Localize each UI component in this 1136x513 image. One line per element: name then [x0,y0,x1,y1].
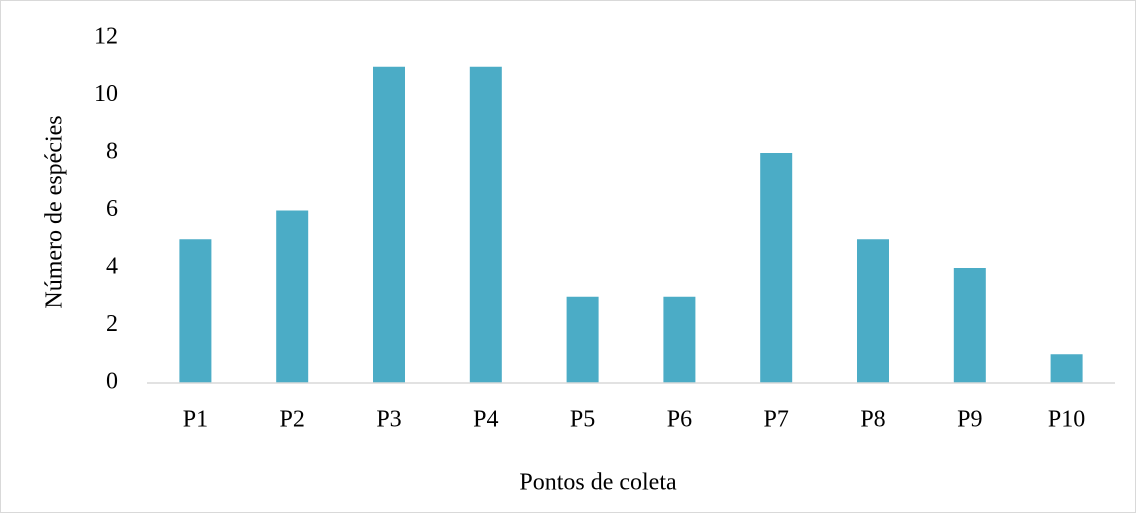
x-tick-label: P9 [957,407,982,433]
y-tick-label: 6 [106,196,118,222]
x-axis-label: Pontos de coleta [519,470,677,496]
x-tick-label: P10 [1048,407,1085,433]
bar [276,210,309,383]
bar [373,66,405,383]
x-tick-label: P6 [667,407,692,433]
x-tick-label: P1 [183,407,208,433]
x-tick-label: P8 [860,407,885,433]
bar [663,296,696,383]
x-tick-label: P3 [376,407,401,433]
bar [1050,354,1083,383]
bar [953,268,986,383]
bar [857,239,889,383]
y-tick-label: 2 [106,311,118,337]
y-tick-label: 8 [106,139,118,165]
bar [566,296,599,383]
bar [760,153,793,383]
y-tick-label: 0 [106,369,118,395]
y-tick-label: 4 [106,254,118,280]
y-tick-label: 10 [94,81,118,107]
x-tick-label: P4 [473,407,498,433]
x-tick-label: P7 [764,407,789,433]
bar [469,66,502,383]
x-tick-label: P2 [280,407,305,433]
y-axis-label: Número de espécies [42,115,68,308]
x-tick-label: P5 [570,407,595,433]
y-tick-label: 12 [94,24,118,50]
bar [179,239,212,383]
